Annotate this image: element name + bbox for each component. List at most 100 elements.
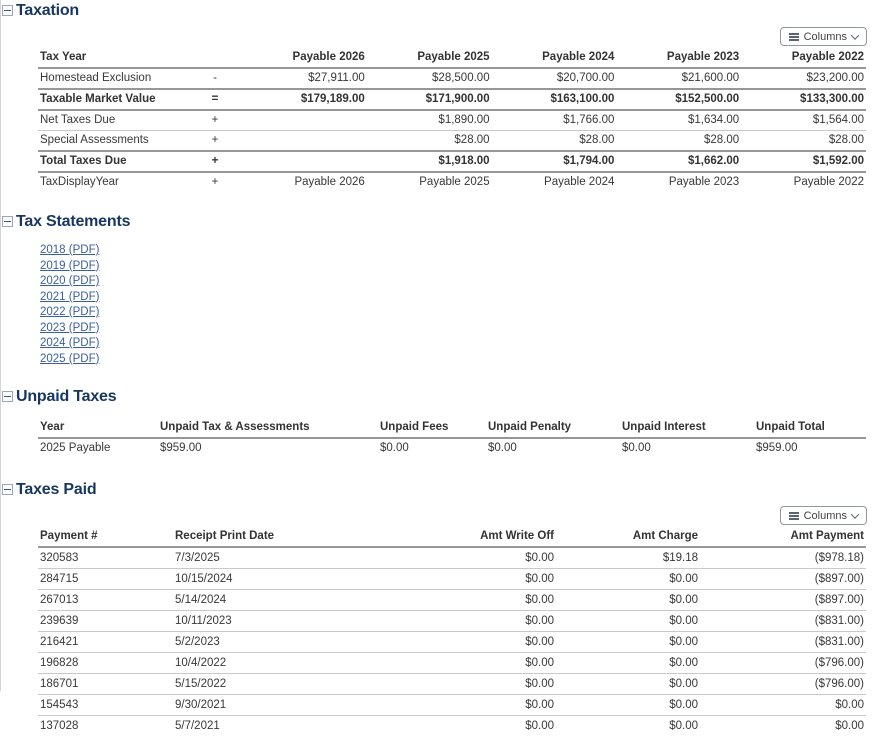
row-value: 239639 bbox=[38, 611, 173, 632]
row-value: 10/4/2022 bbox=[173, 653, 416, 674]
tax-statement-link[interactable]: 2020 (PDF) bbox=[40, 274, 99, 289]
row-label: Special Assessments bbox=[38, 131, 188, 152]
tax-statement-link[interactable]: 2019 (PDF) bbox=[40, 259, 99, 274]
row-value bbox=[242, 151, 367, 172]
table-row: Special Assessments+$28.00$28.00$28.00$2… bbox=[38, 131, 866, 152]
row-value: Payable 2025 bbox=[367, 172, 492, 192]
section-title: Unpaid Taxes bbox=[16, 388, 116, 405]
row-value: $20,700.00 bbox=[492, 68, 617, 89]
row-value: 267013 bbox=[38, 590, 173, 611]
row-value: $28.00 bbox=[616, 131, 741, 152]
row-value: $28,500.00 bbox=[367, 68, 492, 89]
column-header: Amt Payment bbox=[700, 527, 866, 547]
row-value: $0.00 bbox=[416, 695, 556, 716]
row-value: $0.00 bbox=[416, 590, 556, 611]
column-header: Unpaid Interest bbox=[620, 418, 754, 438]
row-value: $163,100.00 bbox=[492, 89, 617, 110]
row-value: Payable 2026 bbox=[242, 172, 367, 192]
columns-icon bbox=[789, 33, 799, 41]
list-item: 2019 (PDF) bbox=[40, 258, 867, 274]
column-header: Receipt Print Date bbox=[173, 527, 416, 547]
column-header: Unpaid Fees bbox=[378, 418, 486, 438]
row-value: $0.00 bbox=[416, 611, 556, 632]
columns-button[interactable]: Columns bbox=[780, 506, 867, 525]
collapse-icon[interactable] bbox=[2, 5, 13, 16]
row-value: $27,911.00 bbox=[242, 68, 367, 89]
row-value bbox=[242, 110, 367, 131]
columns-icon bbox=[789, 512, 799, 520]
row-value: $1,890.00 bbox=[367, 110, 492, 131]
row-value: 5/7/2021 bbox=[173, 716, 416, 736]
row-value: Payable 2022 bbox=[741, 172, 866, 192]
row-value: 5/15/2022 bbox=[173, 674, 416, 695]
row-value: 320583 bbox=[38, 547, 173, 569]
row-value: $0.00 bbox=[556, 695, 700, 716]
row-value: ($796.00) bbox=[700, 674, 866, 695]
row-value: ($978.18) bbox=[700, 547, 866, 569]
taxes-paid-table-tools: Columns bbox=[38, 506, 867, 525]
tax-statement-links: 2018 (PDF)2019 (PDF)2020 (PDF)2021 (PDF)… bbox=[40, 242, 867, 366]
tax-statement-link[interactable]: 2018 (PDF) bbox=[40, 243, 99, 258]
section-tax-statements: Tax Statements 2018 (PDF)2019 (PDF)2020 … bbox=[2, 213, 867, 366]
section-taxes-paid: Taxes Paid Columns Payment #Receipt Prin… bbox=[2, 481, 867, 736]
row-value: ($897.00) bbox=[700, 590, 866, 611]
row-value: 216421 bbox=[38, 632, 173, 653]
tax-statement-link[interactable]: 2021 (PDF) bbox=[40, 290, 99, 305]
table-row: Total Taxes Due+$1,918.00$1,794.00$1,662… bbox=[38, 151, 866, 172]
row-value: 9/30/2021 bbox=[173, 695, 416, 716]
columns-button[interactable]: Columns bbox=[780, 27, 867, 46]
collapse-icon[interactable] bbox=[2, 484, 13, 495]
section-title: Tax Statements bbox=[16, 213, 130, 230]
row-value: $0.00 bbox=[416, 632, 556, 653]
row-value: ($796.00) bbox=[700, 653, 866, 674]
row-value: $959.00 bbox=[158, 438, 378, 458]
row-value: $0.00 bbox=[416, 674, 556, 695]
row-value: $19.18 bbox=[556, 547, 700, 569]
list-item: 2018 (PDF) bbox=[40, 242, 867, 258]
column-header: Tax Year bbox=[38, 48, 188, 68]
row-operator: + bbox=[188, 110, 242, 131]
row-value: $133,300.00 bbox=[741, 89, 866, 110]
row-value: $1,564.00 bbox=[741, 110, 866, 131]
row-value: 154543 bbox=[38, 695, 173, 716]
row-value: 7/3/2025 bbox=[173, 547, 416, 569]
column-header bbox=[188, 48, 242, 68]
row-value: 284715 bbox=[38, 569, 173, 590]
column-header: Payable 2023 bbox=[616, 48, 741, 68]
row-value: $959.00 bbox=[754, 438, 866, 458]
tax-statement-link[interactable]: 2025 (PDF) bbox=[40, 352, 99, 367]
row-value: $1,592.00 bbox=[741, 151, 866, 172]
tax-statement-link[interactable]: 2024 (PDF) bbox=[40, 336, 99, 351]
list-item: 2023 (PDF) bbox=[40, 320, 867, 336]
tax-statement-link[interactable]: 2023 (PDF) bbox=[40, 321, 99, 336]
row-operator: = bbox=[188, 89, 242, 110]
collapse-icon[interactable] bbox=[2, 216, 13, 227]
row-operator: + bbox=[188, 151, 242, 172]
row-value: $23,200.00 bbox=[741, 68, 866, 89]
row-value: $1,634.00 bbox=[616, 110, 741, 131]
row-value: $0.00 bbox=[556, 653, 700, 674]
list-item: 2020 (PDF) bbox=[40, 273, 867, 289]
row-value: 10/11/2023 bbox=[173, 611, 416, 632]
row-label: Homestead Exclusion bbox=[38, 68, 188, 89]
collapse-icon[interactable] bbox=[2, 391, 13, 402]
row-value: 2025 Payable bbox=[38, 438, 158, 458]
row-value: $1,794.00 bbox=[492, 151, 617, 172]
row-operator: + bbox=[188, 172, 242, 192]
taxation-heading: Taxation bbox=[2, 2, 867, 19]
chevron-down-icon bbox=[851, 510, 859, 518]
tax-statement-link[interactable]: 2022 (PDF) bbox=[40, 305, 99, 320]
